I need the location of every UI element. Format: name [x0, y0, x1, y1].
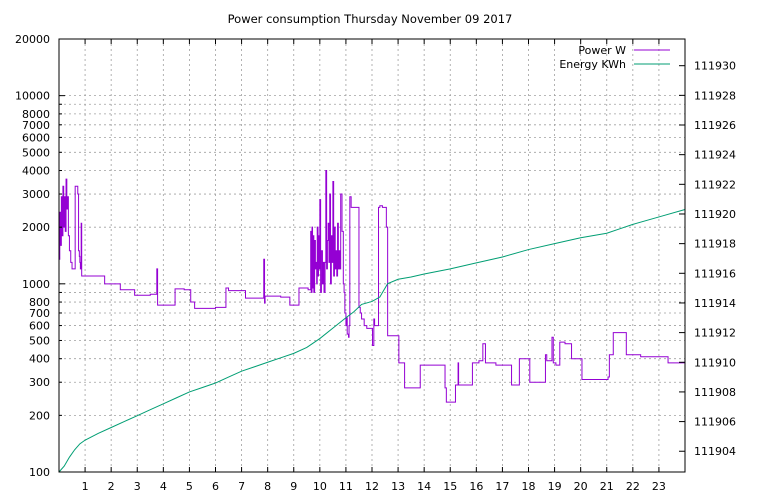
x-tick-label: 6 — [212, 480, 219, 493]
y-left-tick-label: 400 — [29, 353, 50, 366]
y-right-tick-label: 111922 — [694, 178, 736, 191]
x-tick-label: 21 — [600, 480, 614, 493]
x-tick-label: 1 — [82, 480, 89, 493]
x-tick-label: 8 — [264, 480, 271, 493]
y-left-tick-label: 1000 — [22, 278, 50, 291]
x-tick-label: 18 — [522, 480, 536, 493]
y-left-tick-label: 800 — [29, 296, 50, 309]
y-right-tick-label: 111920 — [694, 208, 736, 221]
x-tick-label: 13 — [391, 480, 405, 493]
y-left-tick-label: 5000 — [22, 146, 50, 159]
y-left-tick-label: 100 — [29, 466, 50, 479]
series-power-line — [59, 170, 685, 403]
x-tick-label: 11 — [339, 480, 353, 493]
y-left-tick-label: 200 — [29, 409, 50, 422]
axis-ticks: 1 2 3 4 5 6 7 8 9 10 11 12 13 14 15 16 17 18 19 20 21 22 23100… — [15, 33, 736, 493]
y-right-tick-label: 111914 — [694, 297, 736, 310]
y-right-tick-label: 111906 — [694, 416, 736, 429]
y-right-tick-label: 111926 — [694, 119, 736, 132]
y-right-tick-label: 111910 — [694, 356, 736, 369]
x-tick-label: 5 — [186, 480, 193, 493]
y-right-tick-label: 111904 — [694, 445, 736, 458]
series-energy-line — [58, 209, 686, 473]
legend-label-energy: Energy KWh — [559, 58, 626, 71]
y-right-tick-label: 111930 — [694, 60, 736, 73]
x-tick-label: 15 — [443, 480, 457, 493]
series-layer — [58, 170, 686, 473]
x-tick-label: 9 — [290, 480, 297, 493]
chart-title: Power consumption Thursday November 09 2… — [228, 12, 513, 26]
x-tick-label: 23 — [652, 480, 666, 493]
x-tick-label: 17 — [495, 480, 509, 493]
y-right-tick-label: 111918 — [694, 238, 736, 251]
x-tick-label: 22 — [626, 480, 640, 493]
y-right-tick-label: 111908 — [694, 386, 736, 399]
y-left-tick-label: 3000 — [22, 188, 50, 201]
y-left-tick-label: 10000 — [15, 90, 50, 103]
y-left-tick-label: 7000 — [22, 119, 50, 132]
y-left-tick-label: 600 — [29, 320, 50, 333]
x-tick-label: 14 — [417, 480, 431, 493]
y-left-tick-label: 8000 — [22, 108, 50, 121]
y-left-tick-label: 4000 — [22, 165, 50, 178]
y-left-tick-label: 20000 — [15, 33, 50, 46]
y-left-tick-label: 700 — [29, 307, 50, 320]
y-left-tick-label: 300 — [29, 376, 50, 389]
x-tick-label: 2 — [108, 480, 115, 493]
y-right-tick-label: 111928 — [694, 89, 736, 102]
grid-lines — [59, 39, 685, 472]
y-right-tick-label: 111924 — [694, 149, 736, 162]
x-tick-label: 20 — [574, 480, 588, 493]
y-right-tick-label: 111912 — [694, 327, 736, 340]
x-tick-label: 12 — [365, 480, 379, 493]
y-left-tick-label: 500 — [29, 334, 50, 347]
legend-label-power: Power W — [578, 44, 626, 57]
y-left-tick-label: 2000 — [22, 221, 50, 234]
x-tick-label: 7 — [238, 480, 245, 493]
x-tick-label: 19 — [548, 480, 562, 493]
legend: Power W Energy KWh — [559, 44, 670, 71]
y-left-tick-label: 6000 — [22, 131, 50, 144]
x-tick-label: 4 — [160, 480, 167, 493]
x-tick-label: 3 — [134, 480, 141, 493]
x-tick-label: 16 — [469, 480, 483, 493]
x-tick-label: 10 — [313, 480, 327, 493]
y-right-tick-label: 111916 — [694, 267, 736, 280]
